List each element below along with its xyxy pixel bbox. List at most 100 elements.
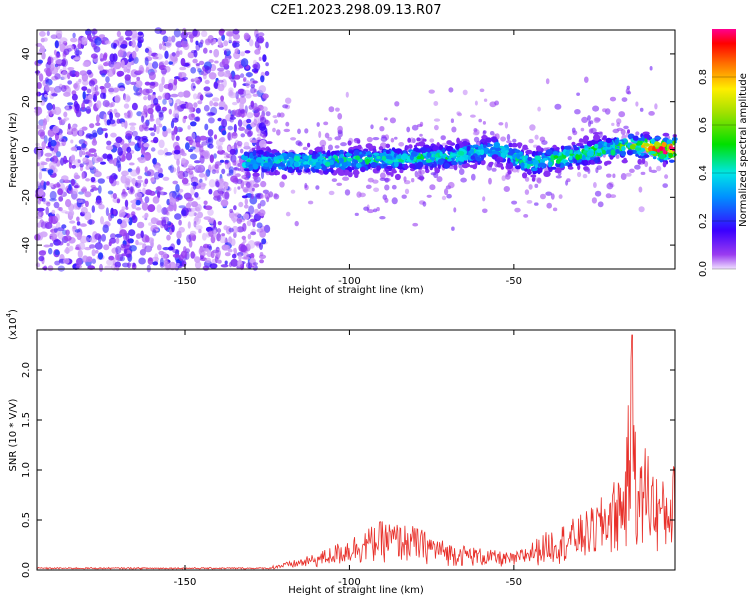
heat-band-point	[583, 166, 589, 171]
heat-noise-point	[50, 236, 56, 240]
heat-noise-point	[128, 217, 133, 226]
heat-noise-point	[129, 238, 134, 244]
heat-band-point	[357, 144, 362, 150]
heat-band-point	[527, 156, 533, 161]
heat-noise-point	[220, 95, 225, 102]
heat-noise-point	[82, 61, 91, 67]
heat-noise-point	[625, 88, 630, 95]
heat-band-point	[367, 162, 371, 170]
heat-noise-point	[526, 200, 533, 204]
heat-band-point	[415, 162, 422, 170]
heat-noise-point	[147, 257, 154, 265]
heat-band-point	[256, 145, 261, 150]
x-tick-label: -100	[338, 276, 361, 287]
heat-noise-point	[195, 40, 199, 46]
heat-noise-point	[40, 161, 48, 166]
heat-band-point	[485, 137, 492, 143]
heat-band-point	[351, 162, 355, 168]
heat-noise-point	[231, 253, 237, 259]
colorbar-tick-label: 0.0	[698, 261, 709, 277]
heat-noise-point	[147, 107, 154, 115]
heat-noise-point	[127, 168, 133, 173]
heat-noise-point	[213, 102, 219, 107]
heat-noise-point	[240, 148, 244, 154]
heat-noise-point	[252, 64, 258, 69]
heat-noise-point	[193, 221, 197, 228]
heat-band-point	[469, 148, 475, 154]
heat-noise-point	[72, 32, 76, 38]
heat-noise-point	[234, 48, 240, 55]
heat-noise-point	[135, 167, 140, 174]
heat-noise-point	[228, 166, 235, 174]
heat-noise-point	[234, 212, 241, 218]
heat-noise-point	[422, 201, 427, 207]
heat-noise-point	[57, 116, 61, 120]
heat-noise-point	[91, 258, 97, 264]
heat-noise-point	[164, 60, 169, 66]
heat-band-point	[425, 159, 432, 163]
heat-band-point	[658, 146, 664, 151]
heat-noise-point	[147, 204, 156, 213]
heat-band-point	[439, 151, 443, 157]
heat-noise-point	[222, 48, 231, 52]
heat-noise-point	[132, 262, 136, 267]
heat-noise-point	[318, 131, 322, 138]
heat-noise-point	[156, 109, 165, 114]
heat-noise-point	[482, 208, 488, 214]
heat-band-point	[659, 153, 666, 160]
heat-noise-point	[204, 79, 210, 85]
heat-band-point	[273, 157, 280, 161]
heat-noise-point	[99, 263, 103, 272]
heat-noise-point	[189, 146, 196, 150]
heat-noise-point	[159, 257, 164, 267]
heat-noise-point	[61, 70, 68, 80]
heat-band-point	[601, 149, 606, 155]
heat-noise-point	[121, 170, 129, 177]
heat-noise-point	[177, 91, 185, 98]
heat-band-point	[326, 150, 331, 157]
snr-frame	[36, 329, 676, 571]
heat-band-point	[489, 161, 494, 166]
heat-band-point	[610, 149, 616, 156]
heat-noise-point	[88, 80, 95, 87]
heat-noise-point	[170, 93, 179, 98]
heat-noise-point	[625, 172, 632, 177]
heat-noise-point	[121, 194, 127, 199]
x-tick-label: -50	[506, 276, 522, 287]
heat-noise-point	[126, 110, 131, 118]
heat-noise-point	[71, 127, 78, 137]
heat-noise-point	[157, 95, 162, 101]
heat-noise-point	[85, 165, 91, 170]
heat-noise-point	[471, 173, 476, 181]
heat-noise-point	[272, 127, 276, 133]
heat-band-point	[577, 164, 581, 171]
heat-band-point	[382, 163, 388, 168]
heat-band-point	[507, 170, 512, 175]
heat-noise-point	[217, 145, 223, 152]
heat-noise-point	[162, 98, 167, 105]
heat-noise-point	[102, 53, 108, 61]
heat-noise-point	[223, 104, 228, 111]
heat-noise-point	[37, 59, 43, 64]
heat-noise-point	[587, 120, 592, 127]
heat-noise-point	[501, 175, 506, 182]
y-tick-label: 1.0	[21, 462, 32, 478]
heat-noise-point	[121, 253, 127, 257]
heat-band-point	[293, 161, 299, 168]
heat-band-point	[263, 162, 270, 168]
heat-noise-point	[162, 176, 170, 181]
heat-noise-point	[218, 106, 225, 110]
heat-noise-point	[142, 122, 149, 130]
heat-band-point	[360, 166, 366, 173]
heat-noise-point	[189, 230, 197, 236]
heat-noise-point	[194, 261, 202, 269]
heat-noise-point	[540, 193, 546, 200]
heat-band-point	[426, 152, 432, 158]
heat-noise-point	[35, 106, 43, 115]
heat-noise-point	[76, 221, 81, 226]
heat-noise-point	[366, 136, 373, 143]
heat-noise-point	[227, 125, 233, 131]
heat-noise-point	[152, 61, 159, 69]
heat-noise-point	[109, 112, 113, 121]
heat-noise-point	[130, 81, 137, 85]
